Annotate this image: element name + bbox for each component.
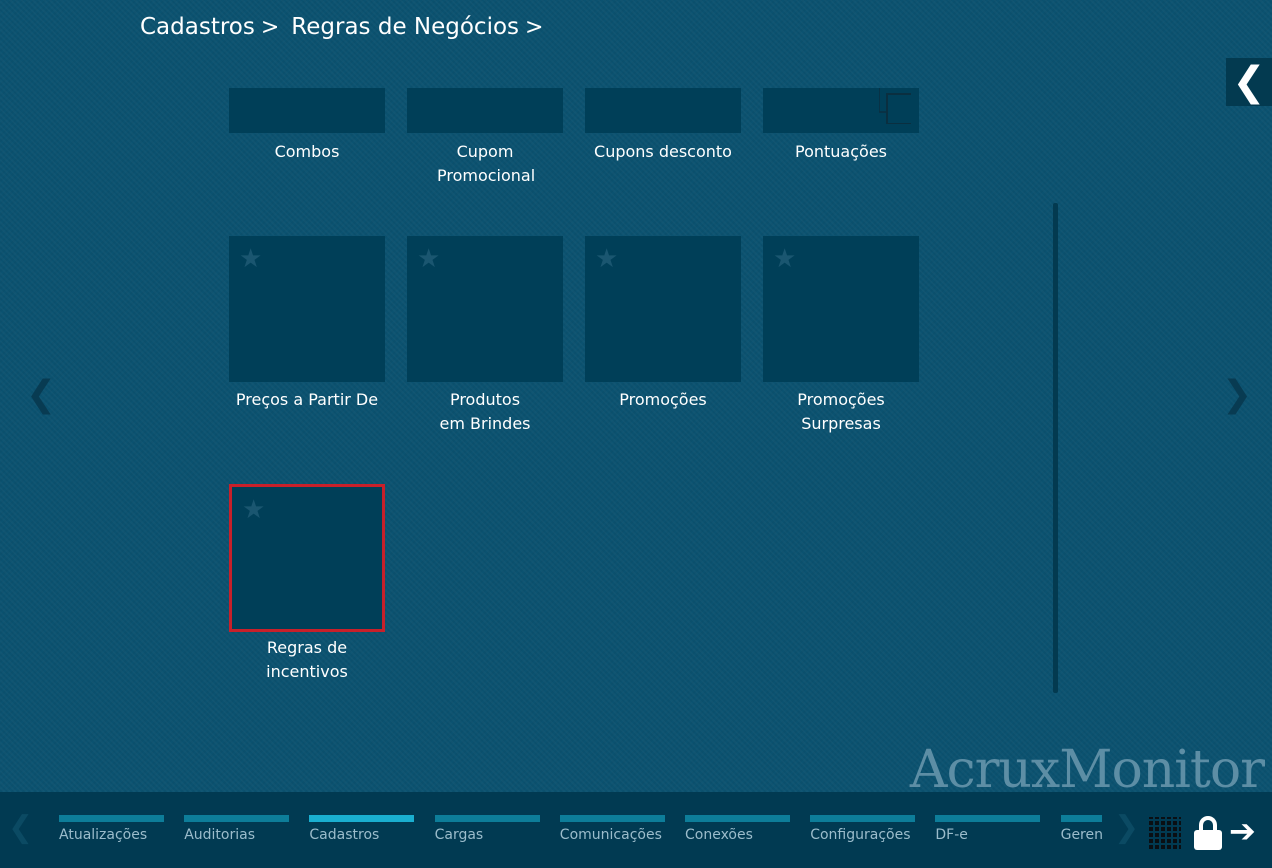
tile-label: Combos — [274, 142, 340, 161]
tab-configurações[interactable]: Configurações — [810, 815, 916, 843]
breadcrumb-cadastros[interactable]: Cadastros — [140, 14, 255, 40]
star-icon[interactable]: ★ — [239, 244, 263, 274]
tabs-next-button[interactable]: ❯ — [1114, 810, 1140, 845]
star-icon[interactable]: ★ — [773, 244, 797, 274]
tile-produtos-em-brindes[interactable]: ★ — [407, 236, 563, 382]
grid-icon[interactable] — [1149, 817, 1181, 849]
tile-label: Promoções — [619, 390, 707, 409]
tile-regras-de-incentivos[interactable]: ★ — [229, 484, 385, 632]
tab-label: Cargas — [434, 827, 484, 843]
tab-atualizações[interactable]: Atualizações — [59, 815, 164, 843]
tab-comunicações[interactable]: Comunicações — [559, 815, 665, 843]
tab-indicator — [184, 815, 290, 822]
back-button[interactable]: ❮ — [1226, 58, 1272, 106]
scrollbar[interactable] — [1053, 203, 1058, 693]
tab-label: Cadastros — [309, 827, 380, 843]
tile-cupom-promocional[interactable] — [407, 88, 563, 133]
tile-preços-a-partir-de[interactable]: ★ — [229, 236, 385, 382]
lock-icon[interactable] — [1194, 816, 1222, 850]
tab-auditorias[interactable]: Auditorias — [184, 815, 290, 843]
tile-label: Cupom Promocional — [437, 142, 536, 185]
tile-cupons-desconto[interactable] — [585, 88, 741, 133]
tab-indicator — [559, 815, 665, 822]
tab-label: Atualizações — [59, 827, 148, 843]
tile-promoções[interactable]: ★ — [585, 236, 741, 382]
tile-label: Regras de incentivos — [266, 638, 348, 681]
prev-page-button[interactable]: ❮ — [26, 374, 57, 415]
logout-arrow-icon[interactable]: ➔ — [1229, 812, 1256, 850]
tile-label: Cupons desconto — [594, 142, 732, 161]
tab-indicator — [309, 815, 415, 822]
tile-pontuações[interactable] — [763, 88, 919, 133]
tabs-prev-button[interactable]: ❮ — [8, 810, 34, 845]
tab-conexões[interactable]: Conexões — [685, 815, 790, 843]
breadcrumb: Cadastros > Regras de Negócios > — [140, 14, 549, 40]
tab-indicator — [935, 815, 1041, 822]
tab-gerenciamento[interactable]: Gerenciamento — [1060, 815, 1104, 843]
tile-label: Preços a Partir De — [235, 390, 379, 409]
copy-icon — [879, 88, 911, 124]
brand-logo: AcruxMonitor — [909, 740, 1265, 800]
chevron-right-icon: > — [525, 14, 544, 40]
tab-cargas[interactable]: Cargas — [434, 815, 540, 843]
tab-indicator — [810, 815, 916, 822]
tab-label: Configurações — [810, 827, 911, 843]
tab-df-e[interactable]: DF-e — [935, 815, 1041, 843]
tile-promoções-surpresas[interactable]: ★ — [763, 236, 919, 382]
tab-indicator — [59, 815, 164, 822]
tab-cadastros[interactable]: Cadastros — [309, 815, 415, 843]
tab-label: Auditorias — [184, 827, 255, 843]
tab-label: Conexões — [685, 827, 753, 843]
tab-label: DF-e — [935, 827, 968, 843]
tab-indicator — [1060, 815, 1104, 822]
star-icon[interactable]: ★ — [417, 244, 441, 274]
tab-indicator — [434, 815, 540, 822]
next-page-button[interactable]: ❯ — [1222, 374, 1253, 415]
chevron-right-icon: > — [260, 14, 280, 40]
tile-label: Pontuações — [795, 142, 887, 161]
tab-label: Gerenciamento — [1060, 827, 1104, 843]
star-icon[interactable]: ★ — [242, 495, 266, 525]
bottom-taskbar: ❮ Atualizações Auditorias Cadastros Cargas C… — [0, 792, 1272, 868]
chevron-left-icon: ❮ — [1232, 59, 1266, 105]
tile-combos[interactable] — [229, 88, 385, 133]
tile-label: Produtos em Brindes — [439, 390, 531, 433]
breadcrumb-regras[interactable]: Regras de Negócios — [291, 14, 520, 40]
tab-indicator — [685, 815, 790, 822]
tile-label: Promoções Surpresas — [797, 390, 885, 433]
tab-label: Comunicações — [559, 827, 662, 843]
star-icon[interactable]: ★ — [595, 244, 619, 274]
